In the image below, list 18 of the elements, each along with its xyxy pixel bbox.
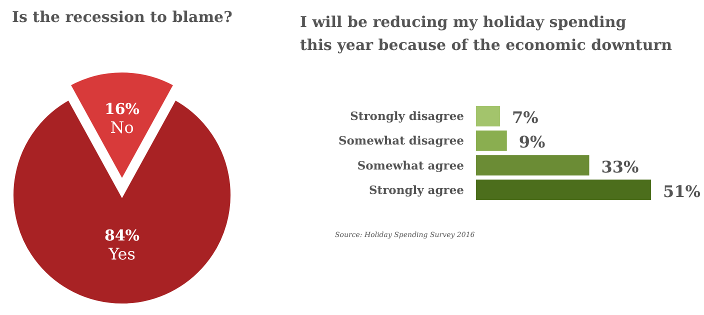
chart-title: Is the recession to blame? bbox=[12, 8, 233, 26]
data-label: 33% bbox=[601, 157, 639, 176]
slice-label: No bbox=[110, 118, 134, 137]
y-tick-label: Somewhat agree bbox=[357, 158, 464, 172]
data-label: 16% bbox=[104, 100, 140, 118]
data-label: 9% bbox=[518, 132, 546, 152]
y-tick-label: Somewhat disagree bbox=[338, 134, 464, 148]
data-label: 51% bbox=[663, 182, 700, 201]
bar bbox=[476, 106, 500, 126]
bar bbox=[476, 180, 651, 200]
slice-label: Yes bbox=[108, 244, 136, 264]
chart-title: I will be reducing my holiday spending this year because of the economic downturn bbox=[300, 13, 672, 54]
y-tick-label: Strongly agree bbox=[369, 182, 464, 197]
bar bbox=[476, 130, 507, 151]
data-label: 7% bbox=[512, 108, 538, 128]
bar bbox=[476, 155, 590, 176]
data-label: 84% bbox=[104, 226, 140, 244]
y-tick-label: Strongly disagree bbox=[350, 109, 464, 124]
